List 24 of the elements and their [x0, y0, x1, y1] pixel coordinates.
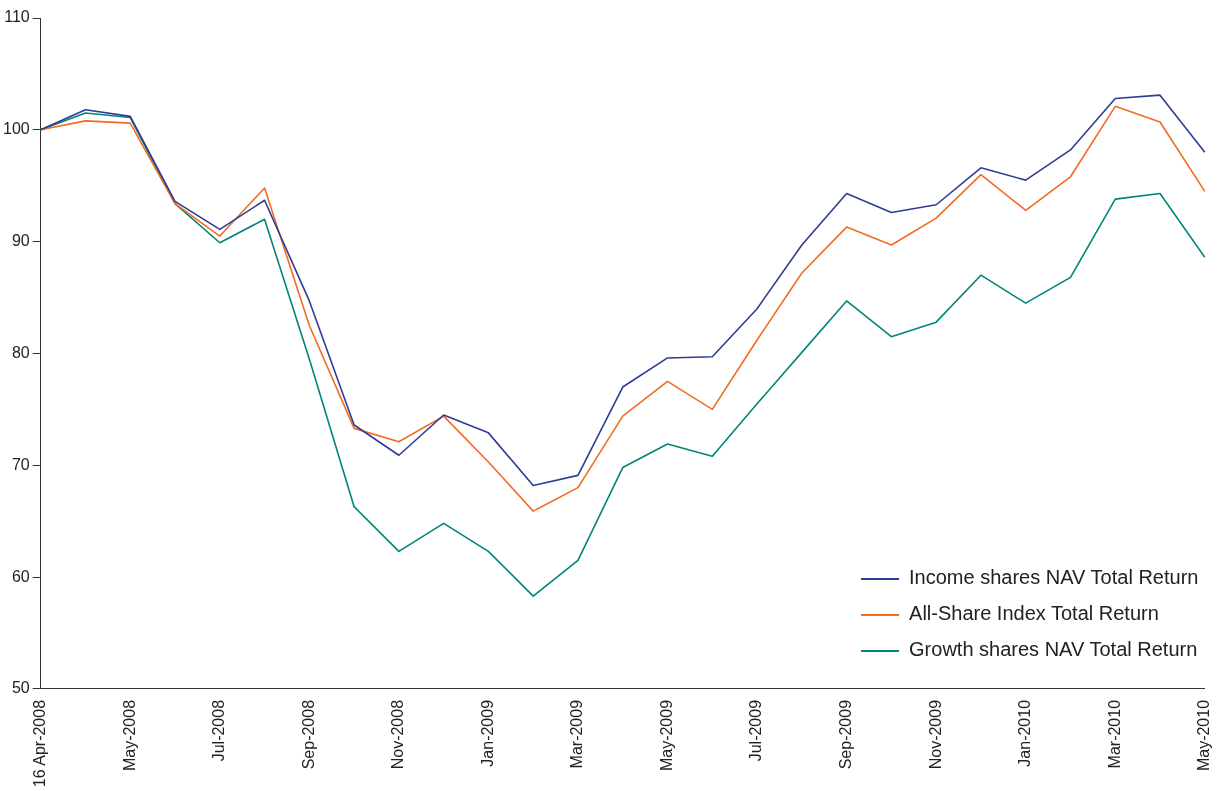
y-tick-label: 70 [11, 455, 30, 473]
legend-label: Income shares NAV Total Return [909, 566, 1199, 589]
y-tick-label: 110 [4, 8, 30, 26]
y-tick-label: 90 [11, 232, 30, 250]
x-tick-label: Jul-2008 [210, 699, 228, 762]
y-tick-label: 50 [11, 679, 30, 697]
x-tick-label: Sep-2009 [837, 699, 855, 770]
x-tick-label: 16 Apr-2008 [31, 699, 49, 788]
x-tick-label: Mar-2010 [1105, 699, 1123, 769]
legend-label: All-Share Index Total Return [909, 602, 1159, 625]
x-tick-label: May-2008 [120, 699, 138, 772]
x-tick-label: Jan-2010 [1016, 699, 1034, 767]
y-tick-label: 80 [11, 343, 30, 361]
x-tick-label: Nov-2008 [389, 699, 407, 770]
y-tick-label: 60 [11, 567, 30, 585]
x-tick-label: Jul-2009 [747, 699, 765, 762]
x-tick-label: Nov-2009 [926, 699, 944, 770]
x-tick-label: May-2010 [1195, 699, 1213, 772]
x-tick-label: Mar-2009 [568, 699, 586, 769]
legend-label: Growth shares NAV Total Return [909, 638, 1198, 661]
x-tick-label: Jan-2009 [478, 699, 496, 767]
x-tick-label: Sep-2008 [299, 699, 317, 770]
x-tick-label: May-2009 [657, 699, 675, 772]
y-tick-label: 100 [2, 120, 30, 138]
